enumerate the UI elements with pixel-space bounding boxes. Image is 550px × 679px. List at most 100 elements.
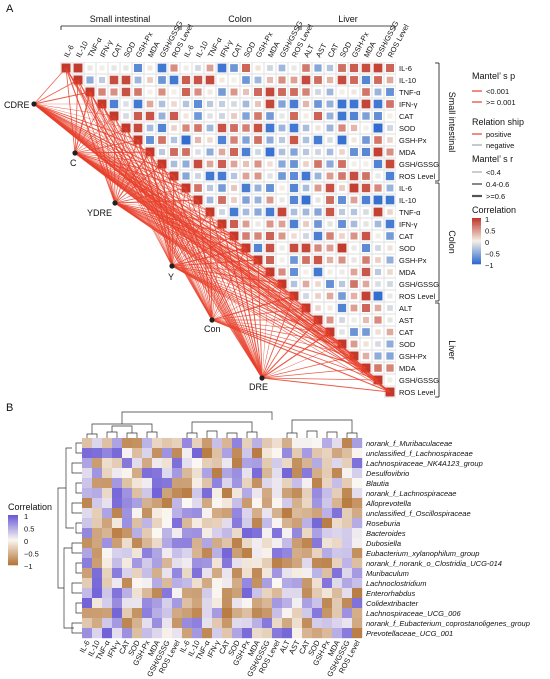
- heat-cell-b: [282, 558, 293, 569]
- mantel-edge: [261, 295, 295, 379]
- mantel-node: [112, 200, 118, 206]
- heat-cell-b: [122, 448, 133, 459]
- heat-cell-b: [282, 498, 293, 509]
- heat-cell: [289, 123, 299, 133]
- heat-cell-b: [192, 438, 203, 449]
- heat-cell: [361, 183, 371, 193]
- heat-cell-b: [242, 498, 253, 509]
- heat-cell: [231, 185, 237, 191]
- heat-cell-frame: [264, 206, 276, 218]
- heat-cell-frame: [180, 146, 192, 158]
- heat-cell-frame: [132, 122, 144, 134]
- heat-cell-frame: [180, 122, 192, 134]
- heat-cell-frame: [384, 218, 396, 230]
- dendrogram-branch: [326, 431, 338, 438]
- heat-cell-b: [142, 598, 153, 609]
- heat-cell: [219, 77, 225, 83]
- heat-cell-b: [282, 598, 293, 609]
- heat-cell-frame: [228, 170, 240, 182]
- heat-cell-b: [112, 448, 123, 459]
- heat-cell-b: [222, 478, 233, 489]
- heat-cell: [326, 64, 334, 72]
- heat-cell-b: [312, 548, 323, 559]
- heat-cell-b: [132, 628, 143, 639]
- heat-cell-b: [352, 578, 363, 589]
- heat-cell-b: [172, 598, 183, 609]
- heat-cell-frame: [324, 110, 336, 122]
- mantel-edge: [261, 377, 379, 381]
- row-label-a: SOD: [399, 340, 416, 349]
- heat-cell-b: [332, 558, 343, 569]
- heat-cell: [363, 161, 369, 167]
- heat-cell-frame: [336, 194, 348, 206]
- heat-cell: [361, 63, 371, 73]
- heat-cell: [350, 148, 358, 156]
- heat-cell: [278, 124, 286, 132]
- heat-cell: [326, 280, 334, 288]
- colorbar-a-segment: [472, 219, 481, 221]
- heat-cell-frame: [120, 122, 132, 134]
- heat-cell-b: [132, 478, 143, 489]
- colorbar-a-segment: [472, 224, 481, 227]
- heat-cell: [241, 147, 251, 157]
- heat-cell-frame: [228, 122, 240, 134]
- heat-cell-b: [242, 618, 253, 629]
- colorbar-b-segment: [8, 532, 18, 535]
- mantel-edge: [211, 307, 307, 321]
- heat-cell-b: [92, 618, 103, 629]
- heat-cell-b: [92, 458, 103, 469]
- heat-cell: [338, 64, 346, 72]
- heat-cell-b: [142, 608, 153, 619]
- heat-cell: [254, 172, 262, 180]
- heat-cell-frame: [372, 362, 384, 374]
- colorbar-a-segment: [472, 245, 481, 248]
- heat-cell: [158, 148, 166, 156]
- heat-cell-frame: [336, 182, 348, 194]
- heat-cell-b: [182, 618, 193, 629]
- heat-cell: [326, 100, 334, 108]
- heat-cell: [98, 76, 106, 84]
- heat-cell-b: [92, 598, 103, 609]
- heat-cell-frame: [228, 110, 240, 122]
- heat-cell-b: [172, 438, 183, 449]
- legend-item: >=0.6: [486, 192, 505, 201]
- colorbar-b-segment: [8, 551, 18, 553]
- heat-cell: [385, 63, 395, 73]
- taxon-label: Dubosiella: [366, 539, 401, 548]
- heat-cell-frame: [144, 62, 156, 74]
- heat-cell: [147, 77, 153, 83]
- heat-cell-frame: [204, 110, 216, 122]
- heat-cell-frame: [156, 134, 168, 146]
- heat-cell-b: [92, 538, 103, 549]
- heat-cell-frame: [288, 182, 300, 194]
- heat-cell-frame: [240, 62, 252, 74]
- heat-cell-b: [322, 478, 333, 489]
- heat-cell-b: [272, 448, 283, 459]
- heat-cell: [374, 136, 382, 144]
- heat-cell-b: [122, 498, 133, 509]
- heat-cell-b: [212, 438, 223, 449]
- heat-cell: [146, 136, 154, 144]
- colorbar-b-segment: [8, 553, 18, 556]
- heat-cell-b: [162, 448, 173, 459]
- taxon-label: Muribaculum: [366, 569, 409, 578]
- heat-cell-b: [102, 618, 113, 629]
- heat-cell-b: [142, 628, 153, 639]
- row-label-a: GSH/GSSG: [399, 280, 439, 289]
- heat-cell: [267, 173, 273, 179]
- heat-cell: [217, 63, 227, 73]
- heat-cell: [110, 88, 118, 96]
- heat-cell: [241, 183, 251, 193]
- legend-item: 0.4-0.6: [486, 180, 509, 189]
- mantel-edge: [171, 265, 295, 297]
- heat-cell: [385, 195, 395, 205]
- panel-label-b: B: [6, 402, 13, 414]
- colorbar-a-segment: [472, 260, 481, 262]
- heat-cell-b: [272, 498, 283, 509]
- mantel-edge: [77, 79, 213, 321]
- heat-cell-frame: [336, 146, 348, 158]
- heat-cell-b: [352, 468, 363, 479]
- heat-cell-b: [342, 458, 353, 469]
- heat-cell: [134, 76, 142, 84]
- heat-cell-b: [192, 508, 203, 519]
